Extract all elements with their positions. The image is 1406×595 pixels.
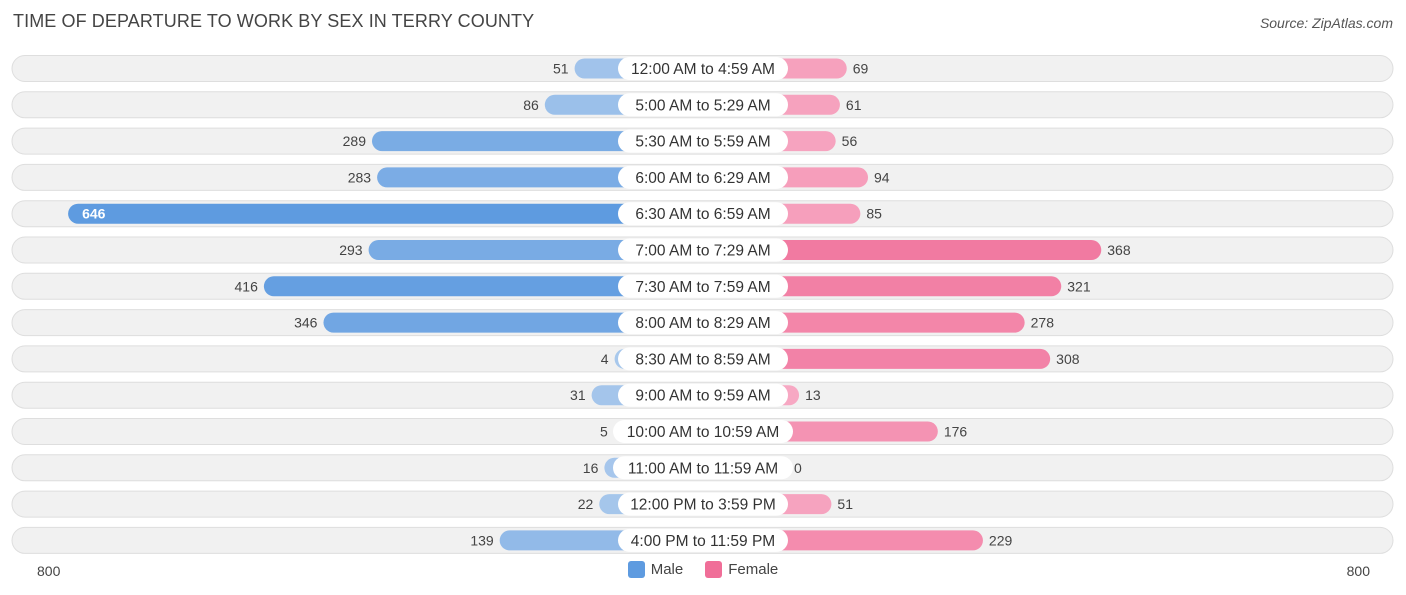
category-label: 6:00 AM to 6:29 AM — [635, 170, 770, 187]
value-label-female: 321 — [1067, 278, 1091, 294]
value-label-male: 293 — [339, 242, 363, 258]
value-label-female: 94 — [874, 169, 890, 185]
value-label-female: 278 — [1031, 315, 1055, 331]
bar-male — [68, 203, 703, 224]
value-label-female: 56 — [842, 133, 858, 149]
category-label-background — [618, 93, 788, 117]
chart-title: TIME OF DEPARTURE TO WORK BY SEX IN TERR… — [13, 11, 535, 31]
legend-item-female: Female — [705, 561, 778, 578]
category-label-background — [618, 165, 788, 189]
legend-label-male: Male — [650, 561, 684, 578]
category-label: 11:00 AM to 11:59 AM — [628, 460, 778, 477]
bar-female — [703, 276, 1062, 297]
category-label: 7:00 AM to 7:29 AM — [635, 243, 770, 260]
category-label: 12:00 PM to 3:59 PM — [630, 497, 776, 514]
value-label-male: 416 — [235, 278, 259, 294]
category-label-background — [618, 528, 788, 552]
legend-swatch-female — [705, 561, 723, 578]
legend-item-male: Male — [627, 561, 684, 578]
category-label: 4:00 PM to 11:59 PM — [631, 533, 775, 550]
category-label: 5:00 AM to 5:29 AM — [635, 97, 770, 114]
value-label-female: 368 — [1107, 242, 1131, 258]
value-label-female: 13 — [805, 387, 821, 403]
axis-left-label: 800 — [37, 563, 61, 579]
diverging-bar-chart: 12:00 AM to 4:59 AM 51 69 5:00 AM to 5:29 A… — [11, 55, 1394, 554]
category-label-background — [618, 238, 788, 262]
value-label-female: 51 — [837, 496, 853, 512]
value-label-male: 51 — [553, 61, 569, 77]
category-label: 10:00 AM to 10:59 AM — [627, 424, 780, 441]
category-label: 7:30 AM to 7:59 AM — [635, 279, 770, 296]
axis-right-label: 800 — [1346, 563, 1370, 579]
legend: Male Female — [0, 561, 1406, 578]
category-label-background — [618, 57, 788, 80]
bar-female — [703, 348, 1051, 369]
legend-swatch-male — [627, 561, 645, 578]
category-label-background — [618, 383, 788, 407]
value-label-male: 16 — [583, 460, 599, 476]
source-label: Source: ZipAtlas.com — [1259, 15, 1393, 31]
category-label-background — [618, 274, 788, 298]
category-label-background — [618, 129, 788, 153]
bar-male — [323, 312, 703, 333]
value-label-female: 61 — [846, 97, 862, 113]
category-label: 12:00 AM to 4:59 AM — [631, 61, 775, 78]
legend-label-female: Female — [728, 561, 779, 578]
value-label-male: 289 — [343, 133, 367, 149]
category-label-background — [618, 347, 788, 371]
category-label: 5:30 AM to 5:59 AM — [635, 134, 770, 151]
category-label-background — [618, 202, 788, 226]
value-label-male: 283 — [348, 169, 372, 185]
bar-male — [263, 276, 703, 297]
bar-female — [703, 240, 1102, 260]
value-label-male: 31 — [570, 387, 586, 403]
category-label-background — [618, 311, 788, 335]
value-label-male: 139 — [470, 532, 494, 548]
value-label-female: 85 — [866, 206, 882, 222]
value-label-female: 229 — [989, 532, 1013, 548]
value-label-male: 86 — [523, 97, 539, 113]
category-label-background — [613, 420, 793, 443]
category-label-background — [613, 456, 793, 480]
value-label-male: 5 — [600, 424, 608, 440]
value-label-male: 22 — [578, 496, 594, 512]
value-label-female: 176 — [944, 424, 968, 440]
category-label: 8:30 AM to 8:59 AM — [635, 351, 770, 368]
value-label-female: 308 — [1056, 351, 1080, 367]
value-label-male: 346 — [294, 315, 318, 331]
value-label-female: 0 — [794, 460, 802, 476]
category-label: 8:00 AM to 8:29 AM — [635, 315, 770, 332]
category-label: 9:00 AM to 9:59 AM — [635, 388, 770, 405]
value-label-female: 69 — [853, 61, 869, 77]
value-label-male: 646 — [82, 206, 106, 222]
category-label-background — [618, 492, 788, 516]
category-label: 6:30 AM to 6:59 AM — [635, 206, 770, 223]
value-label-male: 4 — [601, 351, 609, 367]
